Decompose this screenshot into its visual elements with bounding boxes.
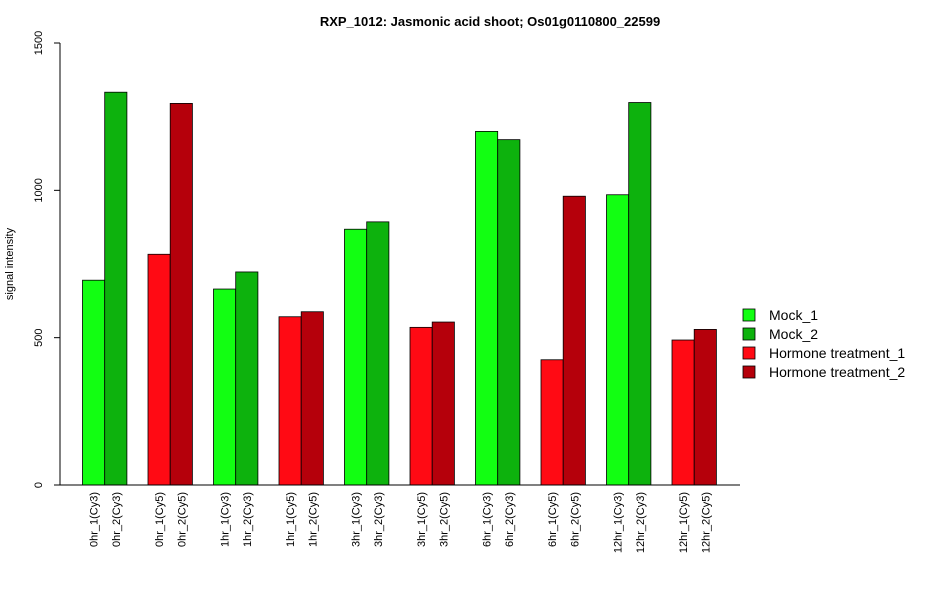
- x-tick-label: 6hr_1(Cy5): [547, 492, 559, 547]
- y-tick-label: 500: [33, 328, 45, 346]
- x-tick-label: 0hr_2(Cy3): [111, 492, 123, 547]
- bar: [540, 359, 564, 486]
- chart-title: RXP_1012: Jasmonic acid shoot; Os01g0110…: [320, 14, 660, 29]
- bar: [409, 326, 433, 486]
- bar: [562, 195, 586, 486]
- legend-label: Mock_2: [769, 326, 818, 342]
- bar: [628, 102, 652, 486]
- bar: [213, 288, 237, 486]
- bar: [82, 279, 106, 486]
- legend-label: Hormone treatment_1: [769, 345, 905, 361]
- x-tick-label: 6hr_1(Cy3): [482, 492, 494, 547]
- y-tick-label: 1500: [33, 31, 45, 55]
- legend-swatch: [742, 346, 756, 360]
- x-tick-label: 0hr_1(Cy3): [89, 492, 101, 547]
- x-tick-label: 6hr_2(Cy3): [504, 492, 516, 547]
- x-tick-label: 12hr_2(Cy3): [635, 492, 647, 553]
- legend-label: Mock_1: [769, 307, 818, 323]
- x-tick-label: 12hr_2(Cy5): [700, 492, 712, 553]
- y-tick-label: 0: [33, 482, 45, 488]
- bar: [606, 194, 630, 486]
- x-tick-label: 1hr_1(Cy3): [220, 492, 232, 547]
- bar: [169, 103, 193, 486]
- bar: [104, 91, 128, 486]
- y-tick-label: 1000: [33, 178, 45, 202]
- legend-swatch: [742, 365, 756, 379]
- legend-label: Hormone treatment_2: [769, 364, 905, 380]
- bar: [475, 130, 499, 486]
- x-tick-label: 0hr_1(Cy5): [154, 492, 166, 547]
- x-tick-labels: 0hr_1(Cy3) 0hr_2(Cy3) 0hr_1(Cy5) 0hr_2(Cy5)…: [89, 492, 713, 553]
- y-axis-label: signal intensity: [4, 227, 16, 300]
- x-tick-label: 3hr_2(Cy5): [438, 492, 450, 547]
- x-tick-label: 0hr_2(Cy5): [176, 492, 188, 547]
- bar: [497, 139, 521, 486]
- y-axis: 0 500 1000 1500: [33, 31, 61, 488]
- x-tick-label: 3hr_2(Cy3): [373, 492, 385, 547]
- legend-swatch: [742, 308, 756, 322]
- x-tick-label: 3hr_1(Cy5): [416, 492, 428, 547]
- bar: [366, 221, 390, 486]
- legend-swatch: [742, 327, 756, 341]
- x-tick-label: 12hr_1(Cy3): [613, 492, 625, 553]
- x-tick-label: 1hr_2(Cy5): [307, 492, 319, 547]
- bar: [235, 271, 259, 486]
- bar: [693, 329, 717, 486]
- bar: [278, 316, 302, 486]
- x-tick-label: 3hr_1(Cy3): [351, 492, 363, 547]
- x-tick-label: 1hr_1(Cy5): [285, 492, 297, 547]
- bar: [431, 321, 455, 486]
- x-tick-label: 6hr_2(Cy5): [569, 492, 581, 547]
- bars-group: [82, 91, 717, 486]
- bar: [300, 311, 324, 486]
- bar: [147, 253, 171, 486]
- bar: [671, 339, 695, 486]
- x-tick-label: 1hr_2(Cy3): [242, 492, 254, 547]
- legend: Mock_1 Mock_2 Hormone treatment_1 Hormone t…: [742, 307, 905, 380]
- x-tick-label: 12hr_1(Cy5): [678, 492, 690, 553]
- bar: [344, 228, 368, 486]
